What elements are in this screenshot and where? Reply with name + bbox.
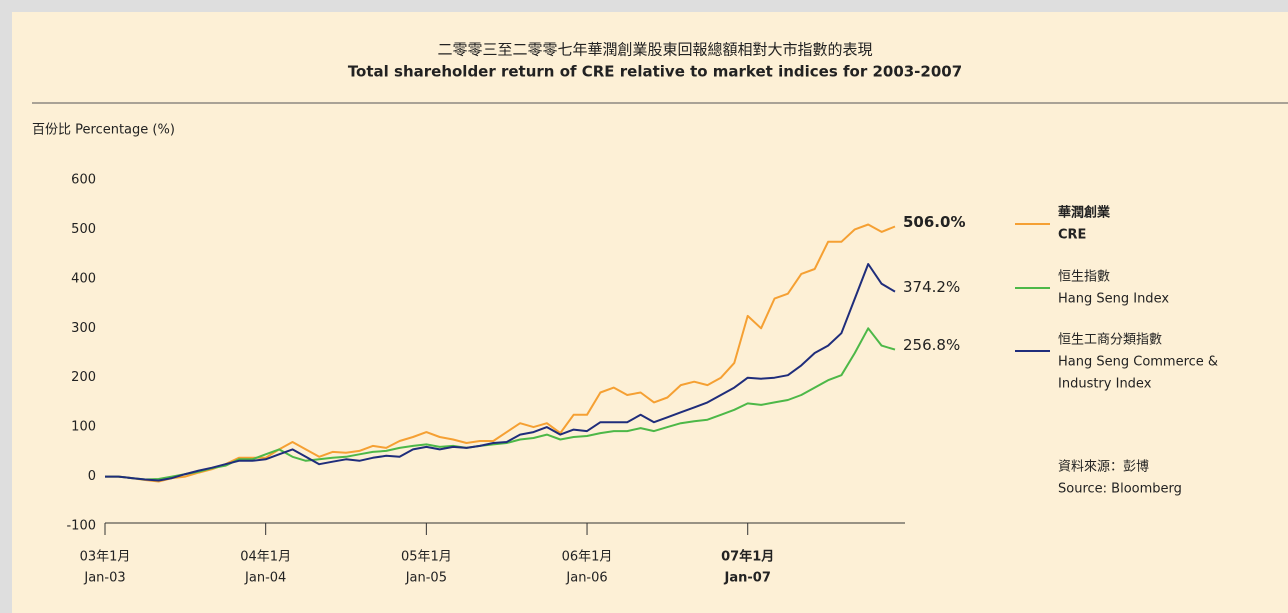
x-tick-label: Jan-03 bbox=[83, 571, 125, 586]
source: 資料來源：彭博 bbox=[1058, 460, 1149, 475]
legend-label: 恒生工商分類指數 bbox=[1058, 333, 1162, 348]
x-tick-label: 06年1月 bbox=[562, 550, 613, 565]
legend-label: Industry Index bbox=[1058, 377, 1152, 392]
x-tick-label: 05年1月 bbox=[401, 550, 452, 565]
chart-title: 二零零三至二零零七年華潤創業股東回報總額相對大市指數的表現 bbox=[437, 41, 872, 59]
source: Source: Bloomberg bbox=[1058, 482, 1182, 497]
y-tick-label: 400 bbox=[71, 271, 96, 286]
y-tick-label: 100 bbox=[71, 420, 96, 435]
x-tick-label: Jan-06 bbox=[565, 571, 607, 586]
x-tick-label: 07年1月 bbox=[721, 549, 774, 565]
y-tick-label: 200 bbox=[71, 370, 96, 385]
y-tick-label: 0 bbox=[88, 469, 96, 484]
y-axis-label: 百份比 Percentage (%) bbox=[32, 123, 175, 138]
y-tick-label: 500 bbox=[71, 222, 96, 237]
y-tick-label: 300 bbox=[71, 321, 96, 336]
legend-label: 華潤創業 bbox=[1058, 205, 1111, 221]
x-tick-label: 03年1月 bbox=[80, 550, 131, 565]
y-tick-label: 600 bbox=[71, 173, 96, 188]
chart-subtitle: Total shareholder return of CRE relative… bbox=[348, 63, 962, 81]
legend-label: Hang Seng Index bbox=[1058, 292, 1169, 307]
legend-label: Hang Seng Commerce & bbox=[1058, 355, 1218, 370]
x-tick-label: Jan-07 bbox=[724, 571, 771, 586]
panel bbox=[12, 12, 1288, 613]
end-label: 506.0% bbox=[903, 213, 965, 231]
x-tick-label: Jan-05 bbox=[405, 571, 447, 586]
y-tick-label: -100 bbox=[66, 519, 96, 534]
x-tick-label: 04年1月 bbox=[240, 550, 291, 565]
series-line bbox=[105, 263, 896, 482]
end-label: 256.8% bbox=[903, 336, 960, 354]
end-label: 374.2% bbox=[903, 278, 960, 296]
legend-label: CRE bbox=[1058, 228, 1086, 243]
series-line bbox=[105, 223, 896, 483]
x-tick-label: Jan-04 bbox=[244, 571, 286, 586]
legend-label: 恒生指數 bbox=[1058, 270, 1110, 285]
